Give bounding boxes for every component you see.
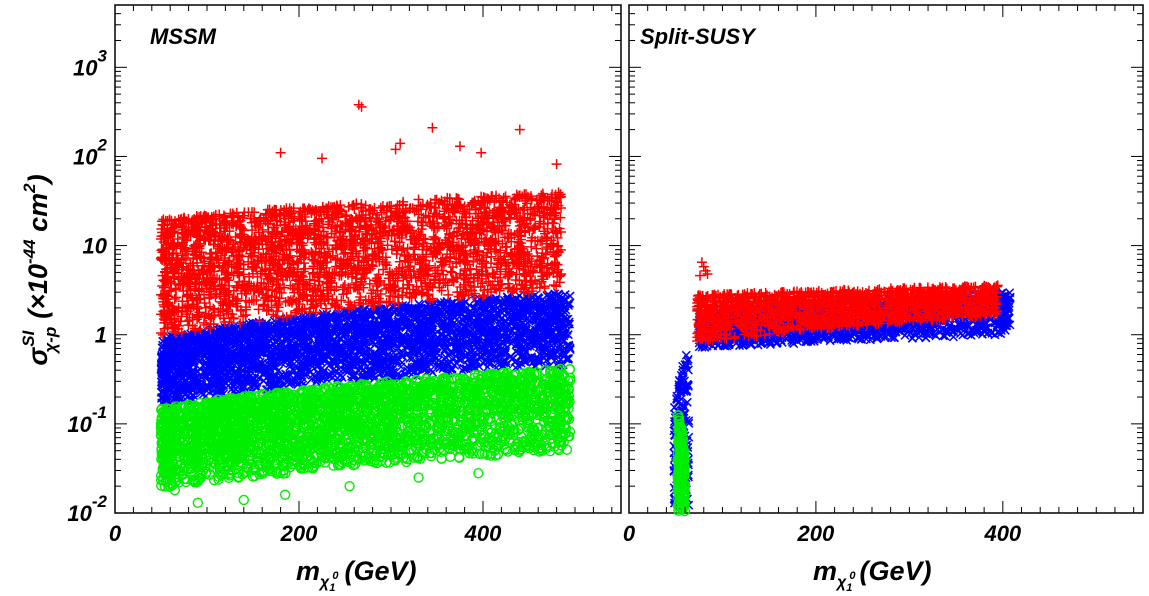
mssm-points (155, 99, 576, 509)
